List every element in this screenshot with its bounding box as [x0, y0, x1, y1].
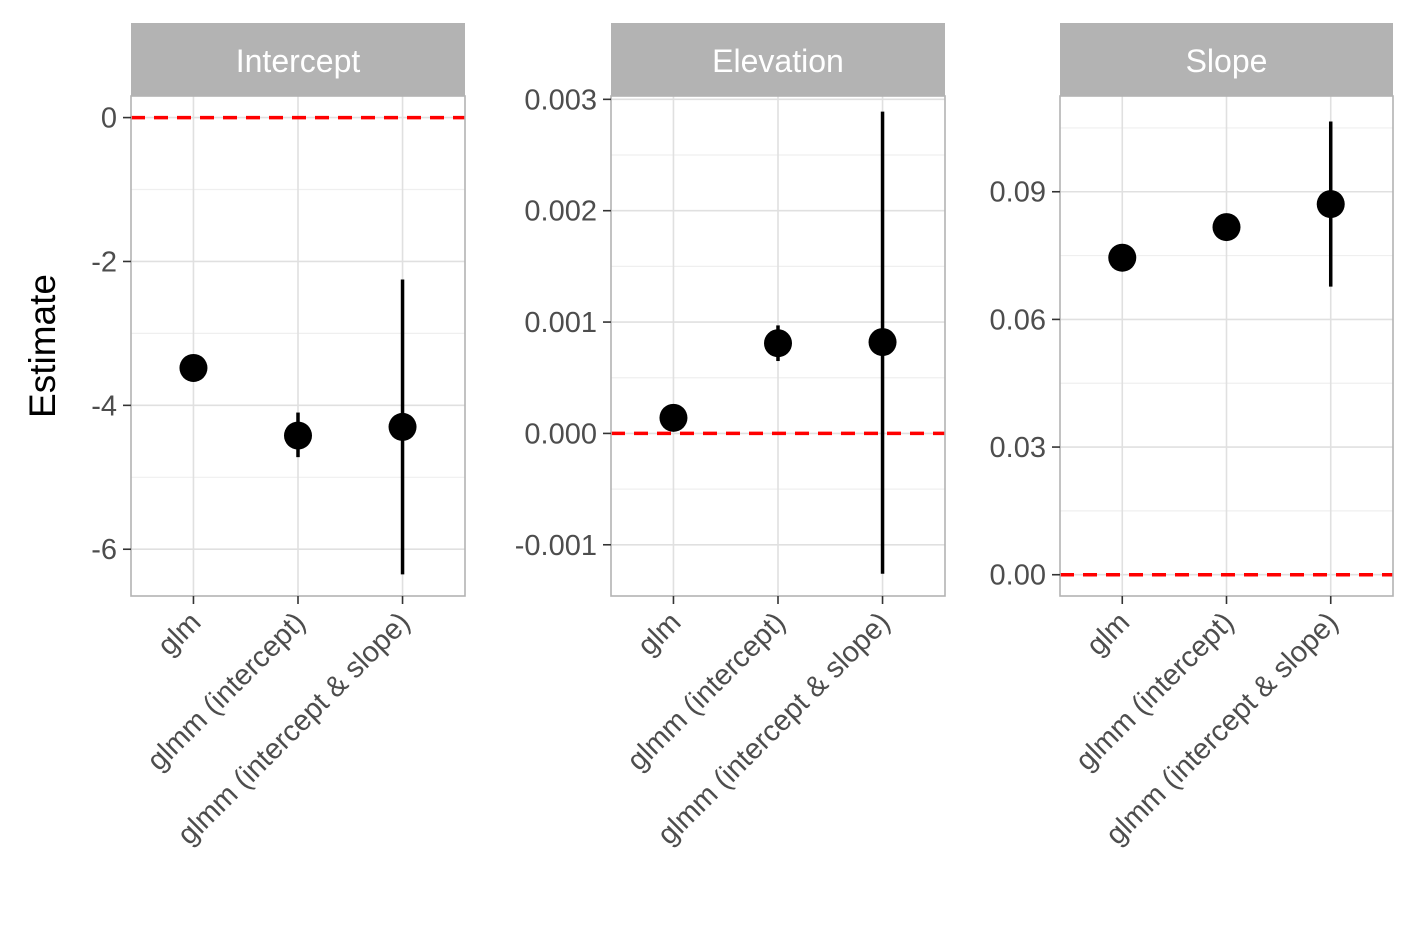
y-tick-label: 0.000 — [524, 418, 597, 450]
facet-title: Slope — [1186, 43, 1268, 79]
estimate-point — [659, 403, 688, 432]
y-tick-label: 0.003 — [524, 84, 597, 116]
facet-strip — [611, 23, 945, 96]
estimate-point — [388, 412, 417, 441]
y-tick-label: 0.00 — [990, 560, 1046, 592]
estimate-point — [868, 328, 897, 357]
facet-title: Intercept — [236, 43, 361, 79]
x-tick-label: glm — [632, 606, 688, 662]
estimate-point — [764, 329, 792, 358]
y-tick-label: 0.06 — [990, 304, 1046, 336]
y-tick-label: 0.09 — [990, 177, 1046, 209]
y-tick-label: -6 — [91, 534, 117, 566]
estimate-point — [1316, 190, 1345, 219]
y-tick-label: -2 — [91, 246, 117, 278]
y-tick-label: 0 — [101, 103, 117, 135]
y-tick-label: 0.001 — [524, 307, 597, 339]
y-tick-label: -0.001 — [515, 530, 597, 562]
estimate-point — [1212, 213, 1241, 242]
facet-strip — [131, 23, 465, 96]
y-tick-label: -4 — [91, 390, 117, 422]
y-tick-label: 0.03 — [990, 432, 1046, 464]
panel-elevation: Elevation0.0030.0020.0010.000-0.001glmgl… — [515, 23, 946, 851]
estimate-point — [1108, 243, 1137, 272]
y-tick-label: 0.002 — [524, 196, 597, 228]
x-tick-label: glm — [1081, 606, 1137, 662]
estimate-point — [179, 353, 208, 382]
y-axis-title: Estimate — [22, 274, 63, 418]
x-tick-label: glm — [152, 606, 208, 662]
facet-title: Elevation — [712, 43, 844, 79]
facet-strip — [1060, 23, 1393, 96]
estimate-point — [284, 421, 312, 450]
